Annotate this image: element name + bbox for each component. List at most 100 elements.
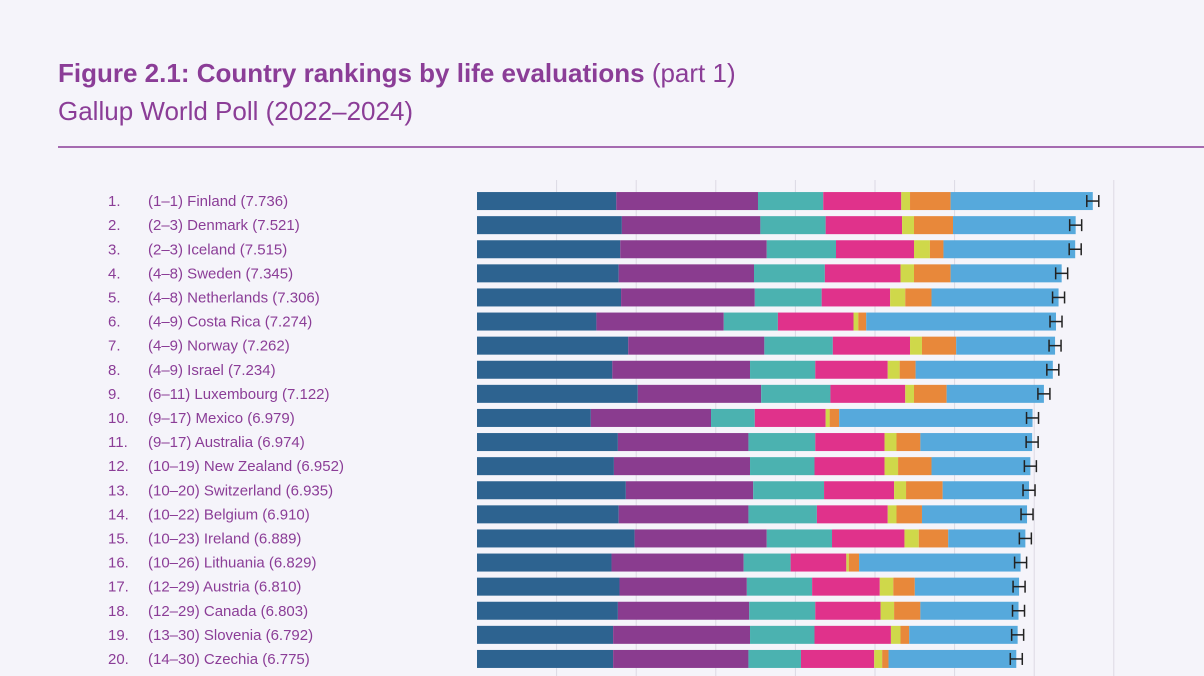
bar-segment xyxy=(477,553,612,572)
rank-label: 16. xyxy=(108,555,129,572)
bar-segment-residual xyxy=(943,240,1076,259)
bar-segment xyxy=(910,192,951,211)
rank-label: 9. xyxy=(108,386,121,403)
bar-segment xyxy=(914,240,930,259)
figure-title-part: (part 1) xyxy=(651,58,736,88)
bar-segment xyxy=(612,360,751,379)
country-label: (13–30) Slovenia (6.792) xyxy=(148,627,313,644)
bar-segment xyxy=(750,457,815,476)
bar-segment xyxy=(637,384,762,403)
rank-label: 12. xyxy=(108,458,129,475)
bar-segment xyxy=(757,192,824,211)
bar-segment xyxy=(616,192,758,211)
bar-segment xyxy=(835,240,915,259)
bar-segment xyxy=(905,384,915,403)
bar-segment xyxy=(477,288,622,307)
bar-segment xyxy=(821,288,891,307)
bar-segment xyxy=(477,240,621,259)
rank-label: 6. xyxy=(108,314,121,331)
bar-segment xyxy=(746,577,813,596)
country-label: (2–3) Iceland (7.515) xyxy=(148,241,287,258)
bar-segment-residual xyxy=(950,192,1093,211)
bar-segment xyxy=(477,433,618,452)
bar-segment xyxy=(477,216,622,235)
bar-segment-residual xyxy=(931,457,1031,476)
bar-segment xyxy=(894,601,921,620)
bar-segment xyxy=(815,433,885,452)
bar-segment xyxy=(853,312,859,331)
bar-segment xyxy=(477,384,638,403)
bar-segment xyxy=(894,481,907,500)
bar-segment xyxy=(617,601,750,620)
bar-segment xyxy=(904,529,919,548)
bar-segment xyxy=(825,216,903,235)
bar-segment xyxy=(914,384,947,403)
country-label: (10–22) Belgium (6.910) xyxy=(148,506,310,523)
rank-label: 18. xyxy=(108,603,129,620)
country-label: (4–9) Costa Rica (7.274) xyxy=(148,314,312,331)
rank-label: 3. xyxy=(108,241,121,258)
bar-segment xyxy=(812,577,880,596)
bar-segment xyxy=(814,457,885,476)
bar-segment-residual xyxy=(909,625,1018,644)
rank-label: 11. xyxy=(108,434,128,451)
bar-segment xyxy=(477,577,620,596)
figure-subtitle: Gallup World Poll (2022–2024) xyxy=(58,96,414,126)
bar-segment xyxy=(823,192,902,211)
bar-segment xyxy=(743,553,791,572)
rank-label: 13. xyxy=(108,482,129,499)
bar-segment xyxy=(902,216,915,235)
bar-segment xyxy=(477,649,614,668)
bar-segment xyxy=(477,312,597,331)
bar-segment xyxy=(748,649,801,668)
bar-segment xyxy=(621,216,761,235)
bar-segment xyxy=(815,601,881,620)
bar-segment xyxy=(748,505,817,524)
bar-segment xyxy=(754,288,822,307)
bar-segment xyxy=(896,505,922,524)
country-label: (1–1) Finland (7.736) xyxy=(148,193,288,210)
bar-segment xyxy=(477,408,591,427)
bar-segment xyxy=(910,336,922,355)
bar-segment-residual xyxy=(950,264,1062,283)
bar-segment-residual xyxy=(921,505,1028,524)
bar-segment xyxy=(824,264,901,283)
bar-segment xyxy=(750,625,815,644)
bar-segment xyxy=(882,649,889,668)
bar-segment xyxy=(711,408,755,427)
bar-segment xyxy=(829,408,840,427)
bar-segment xyxy=(899,360,916,379)
rank-label: 14. xyxy=(108,506,129,523)
bar-segment-residual xyxy=(953,216,1076,235)
bar-segment xyxy=(477,264,619,283)
bar-segment-residual xyxy=(946,384,1044,403)
rank-label: 4. xyxy=(108,265,121,282)
bar-segment xyxy=(477,529,635,548)
bar-segment-residual xyxy=(839,408,1033,427)
bar-segment xyxy=(611,553,744,572)
bar-segment xyxy=(590,408,712,427)
bar-segment xyxy=(815,360,888,379)
bar-segment-residual xyxy=(931,288,1059,307)
bar-segment xyxy=(874,649,883,668)
country-label: (10–23) Ireland (6.889) xyxy=(148,530,301,547)
bar-segment-residual xyxy=(920,601,1019,620)
bar-segment xyxy=(830,384,906,403)
bar-segment xyxy=(884,433,897,452)
bar-segment xyxy=(723,312,778,331)
bar-segment xyxy=(824,481,895,500)
bar-segment-residual xyxy=(888,649,1017,668)
bar-segment xyxy=(890,625,901,644)
figure-title-main: Figure 2.1: Country rankings by life eva… xyxy=(58,58,645,88)
bar-segment-residual xyxy=(948,529,1026,548)
bar-segment xyxy=(477,360,613,379)
bar-segment xyxy=(477,336,629,355)
bar-segment xyxy=(634,529,767,548)
bar-segment xyxy=(760,216,826,235)
bar-segment xyxy=(761,384,831,403)
bar-segment xyxy=(893,577,915,596)
bar-segment xyxy=(858,312,867,331)
bar-segment xyxy=(764,336,833,355)
rank-label: 17. xyxy=(108,579,129,596)
bar-segment xyxy=(914,216,954,235)
